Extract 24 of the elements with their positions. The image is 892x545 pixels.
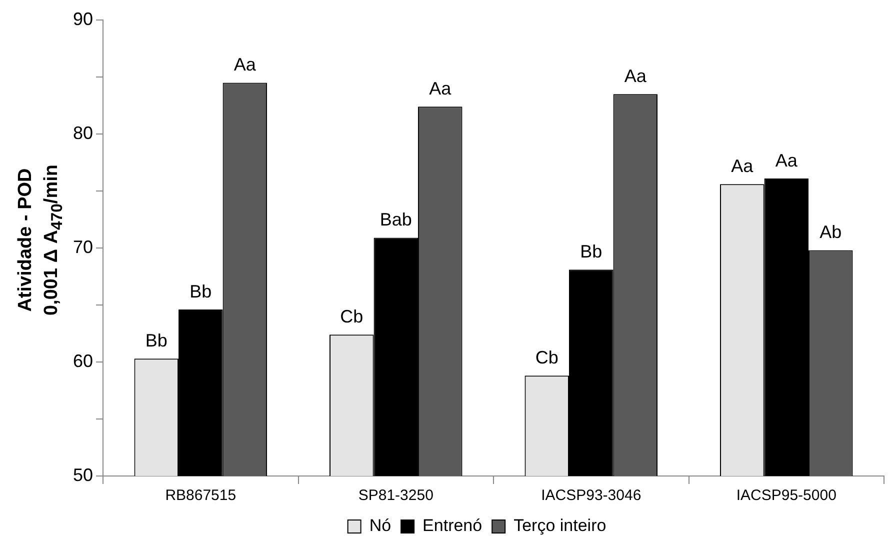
x-tick-label: SP81-3250 xyxy=(358,487,434,504)
x-tick-label: RB867515 xyxy=(165,487,236,504)
data-label: Cb xyxy=(340,306,364,327)
data-label: Bb xyxy=(190,282,212,302)
data-label: Cb xyxy=(535,348,558,368)
legend-label: Nó xyxy=(369,516,392,536)
data-label: Aa xyxy=(429,78,452,99)
data-label: Aa xyxy=(775,150,798,170)
data-label: Ab xyxy=(820,222,842,242)
y-tick-label: 60 xyxy=(72,350,94,371)
data-label: Aa xyxy=(624,66,648,86)
y-tick-label: 90 xyxy=(72,8,94,29)
data-label: Bb xyxy=(580,242,602,262)
data-label: Bb xyxy=(145,330,168,351)
y-tick-label: 50 xyxy=(72,464,94,485)
legend-label: Entrenó xyxy=(422,516,482,536)
x-tick-label: IACSP95-5000 xyxy=(736,487,836,504)
y-tick-label: 80 xyxy=(72,122,94,143)
data-label: Bab xyxy=(380,210,412,230)
data-label: Aa xyxy=(234,54,257,75)
data-label: Aa xyxy=(731,156,754,176)
x-tick-label: IACSP93-3046 xyxy=(541,487,642,504)
legend-label: Terço inteiro xyxy=(514,516,606,536)
y-tick-label: 70 xyxy=(72,236,94,257)
